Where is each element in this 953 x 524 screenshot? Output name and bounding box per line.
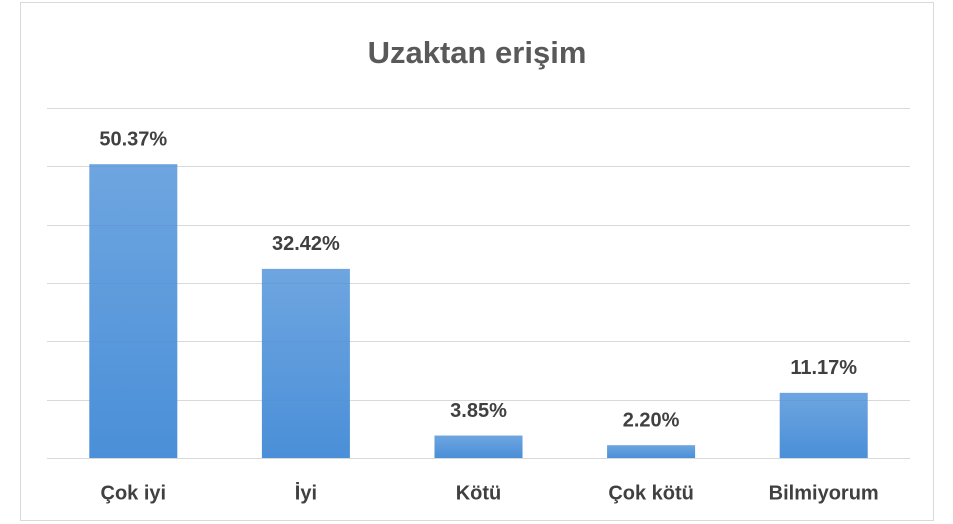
x-tick-label: İyi xyxy=(295,481,317,504)
value-label: 32.42% xyxy=(272,233,340,255)
bar xyxy=(89,164,178,459)
bar xyxy=(607,445,696,458)
value-label: 2.20% xyxy=(623,409,680,431)
x-tick-label: Çok iyi xyxy=(101,482,167,504)
x-tick-label: Kötü xyxy=(456,482,502,504)
x-tick-label: Bilmiyorum xyxy=(769,482,879,504)
chart-title: Uzaktan erişim xyxy=(368,35,587,70)
bar xyxy=(434,435,523,458)
bar xyxy=(261,268,350,458)
value-label: 3.85% xyxy=(450,400,507,422)
bar xyxy=(779,392,868,458)
value-label: 50.37% xyxy=(99,128,167,150)
x-tick-label: Çok kötü xyxy=(608,482,694,504)
value-label: 11.17% xyxy=(790,357,857,379)
